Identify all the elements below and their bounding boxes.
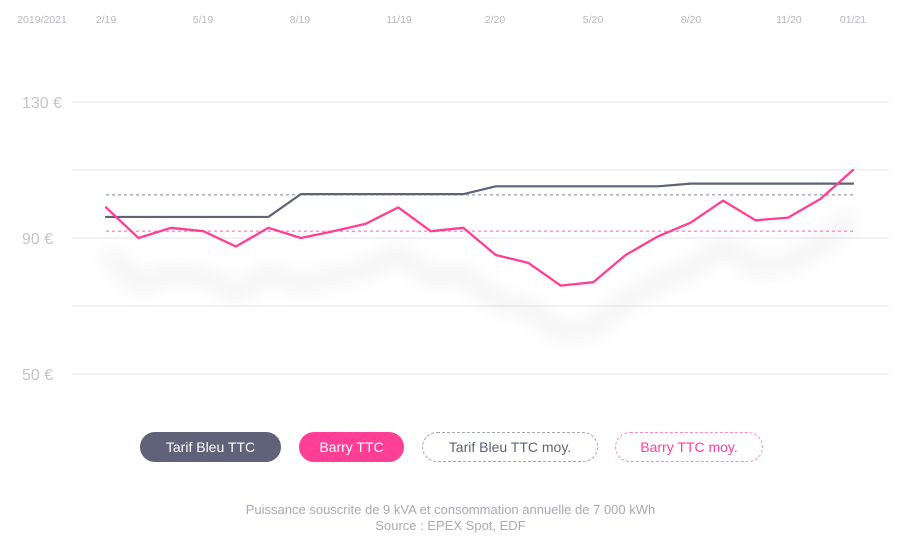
legend-tarif-bleu-ttc[interactable]: Tarif Bleu TTC (140, 432, 281, 462)
x-tick-label: 8/20 (681, 14, 702, 26)
line-chart: 130 € 90 € 50 € 2019/2021 2/19 5/19 8/19 11/19 2… (17, 14, 889, 384)
legend-barry-ttc-moy[interactable]: Barry TTC moy. (615, 432, 763, 462)
legend-tarif-bleu-ttc-moy[interactable]: Tarif Bleu TTC moy. (422, 432, 598, 462)
x-tick-label: 2/19 (96, 14, 117, 26)
x-tick-label: 2/20 (485, 14, 506, 26)
legend: Tarif Bleu TTC Barry TTC Tarif Bleu TTC … (0, 432, 901, 466)
footer-source: Source : EPEX Spot, EDF (375, 518, 526, 533)
y-tick-label: 130 € (22, 95, 62, 112)
barry-line (104, 168, 855, 287)
footer-note: Puissance souscrite de 9 kVA et consomma… (245, 502, 656, 517)
x-tick-label: 5/19 (193, 14, 214, 26)
x-tick-label: 11/19 (386, 14, 412, 26)
x-tick-label: 8/19 (290, 14, 311, 26)
x-tick-label: 5/20 (583, 14, 604, 26)
x-tick-label: 2019/2021 (17, 14, 67, 26)
legend-barry-ttc[interactable]: Barry TTC (299, 432, 404, 462)
tarif-bleu-line (104, 182, 855, 219)
x-tick-label: 01/21 (840, 14, 866, 26)
x-tick-label: 11/20 (776, 14, 802, 26)
barry-shadow (100, 210, 859, 340)
y-tick-label: 90 € (22, 231, 53, 248)
y-tick-label: 50 € (22, 367, 53, 384)
